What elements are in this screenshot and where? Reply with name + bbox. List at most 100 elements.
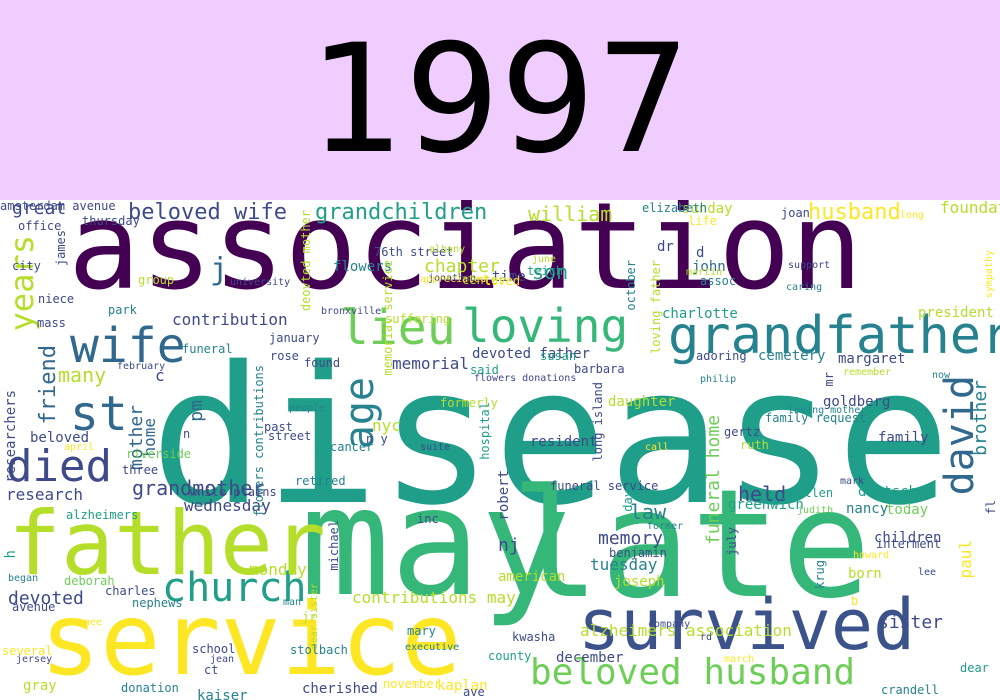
cloud-word: family <box>878 430 929 446</box>
cloud-word: cherished <box>302 681 378 697</box>
cloud-word: association <box>68 200 863 317</box>
cloud-word: suffering <box>385 312 451 326</box>
cloud-word: january <box>269 331 320 345</box>
cloud-word: beloved husband <box>530 652 856 693</box>
cloud-word: tuesday <box>590 555 658 574</box>
cloud-word: said <box>470 363 499 377</box>
cloud-word: resident <box>530 434 598 450</box>
cloud-word: began <box>8 573 39 584</box>
cloud-word: sympathy <box>984 250 995 299</box>
cloud-word: researchers <box>3 390 19 483</box>
cloud-word: brother <box>970 380 991 456</box>
cloud-word: jr <box>302 610 317 624</box>
cloud-word: february <box>117 361 166 372</box>
cloud-word: ellen <box>797 486 834 500</box>
cloud-word: three <box>122 463 159 477</box>
cloud-word: kwasha <box>512 630 556 644</box>
cloud-word: mass <box>37 316 66 330</box>
cloud-word: assoc <box>700 274 737 288</box>
cloud-word: deovted mother <box>299 210 313 312</box>
cloud-word: city <box>12 259 41 273</box>
cloud-word: judith <box>797 505 834 516</box>
cloud-word: greenwich <box>728 497 804 513</box>
cloud-word: flowers donations <box>474 373 577 384</box>
cloud-word: time <box>492 269 526 285</box>
cloud-word: june <box>532 254 557 265</box>
year-banner: 1997 <box>0 0 1000 200</box>
cloud-word: joan <box>781 206 810 220</box>
cloud-word: county <box>488 649 532 663</box>
cloud-word: grandmother <box>132 476 265 500</box>
cloud-word: nj <box>498 535 520 556</box>
cloud-word: william <box>528 202 613 226</box>
cloud-word: benjamin <box>609 546 667 560</box>
cloud-word: died <box>6 441 112 492</box>
cloud-word: children <box>874 530 942 546</box>
cloud-word: amsterdam avenue <box>0 200 116 213</box>
cloud-word: loving father <box>649 260 663 354</box>
cloud-word: company <box>648 619 691 630</box>
cloud-word: sunday <box>682 201 733 217</box>
cloud-word: american <box>498 569 566 585</box>
cloud-word: grandfather <box>668 306 1000 366</box>
cloud-word: nancy <box>846 501 889 517</box>
cloud-word: mark <box>840 476 865 487</box>
cloud-word: mr <box>822 372 836 387</box>
cloud-word: gray <box>23 678 57 694</box>
cloud-word: martin <box>686 267 723 278</box>
cloud-word: long <box>900 210 925 221</box>
cloud-word: years <box>3 235 41 332</box>
cloud-word: daughter <box>608 394 676 410</box>
cloud-word: jonathan <box>428 273 477 284</box>
cloud-word: adoring <box>696 349 747 363</box>
cloud-word: today <box>886 502 929 518</box>
cloud-word: deutsch <box>858 484 918 500</box>
cloud-word: ct <box>204 663 219 677</box>
cloud-word: cemetery <box>758 348 826 364</box>
cloud-word: office <box>18 219 62 233</box>
cloud-word: crandell <box>881 683 939 697</box>
cloud-word: loved <box>484 274 521 288</box>
cloud-word: appreciated <box>420 274 487 285</box>
cloud-word: charlotte <box>662 306 738 322</box>
cloud-word: december <box>556 650 624 666</box>
cloud-word: president <box>918 305 994 321</box>
cloud-word: n y <box>366 432 388 446</box>
cloud-word: n <box>183 427 191 441</box>
cloud-word: kaiser <box>197 688 248 700</box>
cloud-word: chapter <box>424 256 500 277</box>
cloud-word: lee <box>918 567 937 578</box>
cloud-word: son <box>532 260 569 284</box>
cloud-word: held <box>738 482 787 506</box>
cloud-word: 76th street <box>374 245 454 259</box>
cloud-word: research <box>6 485 84 504</box>
cloud-word: ruth <box>740 438 769 452</box>
cloud-word: rd <box>700 632 713 643</box>
cloud-word: call <box>645 442 670 453</box>
cloud-word: husband <box>808 200 901 225</box>
cloud-word: avenue <box>12 600 56 614</box>
cloud-word: rose <box>270 349 299 363</box>
cloud-word: funeral service <box>550 479 659 493</box>
cloud-word: grandchildren <box>315 200 488 225</box>
cloud-word: beloved wife <box>128 200 287 225</box>
cloud-word: b <box>851 594 859 608</box>
cloud-word: november <box>383 677 441 691</box>
cloud-word: foundation <box>940 200 1000 217</box>
cloud-word: family request <box>765 411 867 425</box>
cloud-word: paul <box>956 540 975 579</box>
cloud-word: philip <box>700 374 737 385</box>
cloud-word: sister <box>878 612 944 633</box>
cloud-word: wife <box>70 318 186 374</box>
cloud-word: contribution <box>172 310 288 329</box>
cloud-word: executive <box>405 642 460 653</box>
cloud-word: robert <box>496 470 512 521</box>
cloud-word: goldberg <box>823 394 891 410</box>
cloud-word: gertz <box>724 425 761 439</box>
cloud-word: formerly <box>440 396 498 410</box>
cloud-word: service <box>40 581 462 698</box>
cloud-word: law <box>630 500 667 524</box>
cloud-word: retired <box>295 474 346 488</box>
cloud-word: fl <box>984 500 998 515</box>
cloud-word: alzheimers <box>66 508 139 522</box>
